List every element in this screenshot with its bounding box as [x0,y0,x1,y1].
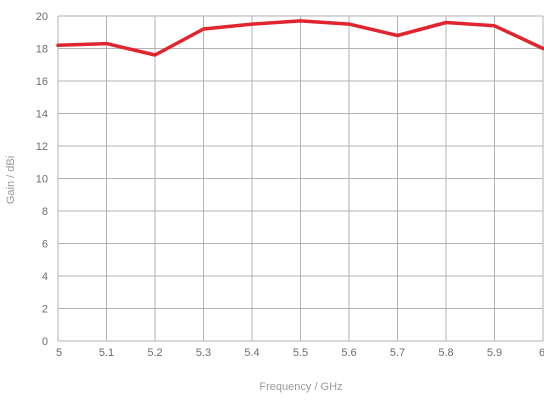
tick-labels: 5 5.1 5.2 5.3 5.4 5.5 5.6 5.7 5.8 5.9 6 0 2 4 6 8 10 12 14… [36,11,544,359]
y-tick-label: 16 [36,76,48,88]
y-tick-label: 20 [36,11,48,23]
y-tick-label: 2 [42,304,48,316]
y-tick-label: 6 [42,239,48,251]
x-axis-label: Frequency / GHz [259,381,342,393]
x-tick-label: 6 [539,347,544,359]
x-tick-label: 5.7 [390,347,405,359]
y-tick-label: 4 [42,271,48,283]
x-tick-label: 5.9 [487,347,502,359]
x-tick-label: 5.5 [293,347,308,359]
y-axis-label: Gain / dBi [5,156,17,204]
y-tick-label: 12 [36,141,48,153]
y-tick-label: 8 [42,206,48,218]
y-tick-label: 14 [36,109,48,121]
grid [57,15,544,342]
x-tick-label: 5.4 [244,347,259,359]
x-tick-label: 5.2 [147,347,162,359]
x-tick-label: 5.3 [196,347,211,359]
y-tick-label: 18 [36,44,48,56]
y-tick-label: 10 [36,174,48,186]
y-tick-label: 0 [42,336,48,348]
x-tick-label: 5.6 [341,347,356,359]
x-tick-label: 5.8 [438,347,453,359]
series-line-0 [56,19,544,57]
series [56,19,544,57]
x-tick-label: 5.1 [99,347,114,359]
x-tick-label: 5 [56,347,62,359]
